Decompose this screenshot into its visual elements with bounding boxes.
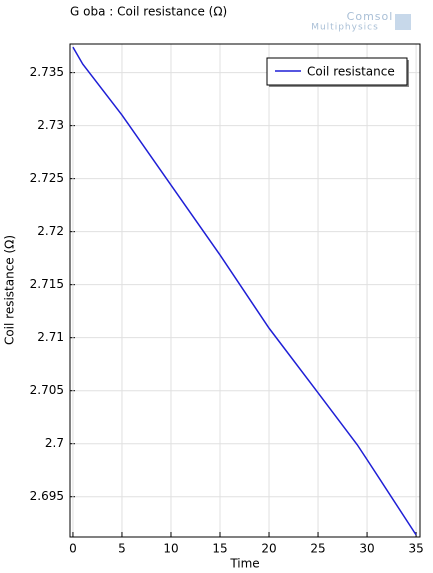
logo-line: Comsol [347,10,394,23]
y-tick-label: 2.71 [37,330,64,344]
legend-label: Coil resistance [307,65,395,79]
y-tick-label: 2.735 [30,65,64,79]
chart-title: G oba : Coil resistance (Ω) [70,5,227,19]
y-tick-label: 2.705 [30,383,64,397]
logo-line: Multiphysics [311,23,379,33]
x-tick-label: 25 [310,542,325,556]
x-tick-label: 10 [163,542,178,556]
x-tick-label: 5 [118,542,126,556]
x-tick-label: 0 [69,542,77,556]
y-tick-label: 2.7 [45,436,64,450]
plot-frame [69,43,421,538]
y-tick-label: 2.725 [30,171,64,185]
logo-icon [395,14,411,30]
x-tick-label: 35 [408,542,423,556]
y-tick-label: 2.715 [30,277,64,291]
x-tick-label: 15 [212,542,227,556]
y-tick-label: 2.73 [37,118,64,132]
y-tick-label: 2.695 [30,489,64,503]
series-line [72,46,417,536]
y-axis-label: Coil resistance (Ω) [3,235,17,345]
x-axis-label: Time [229,557,259,571]
x-tick-label: 20 [261,542,276,556]
y-tick-label: 2.72 [37,224,64,238]
x-tick-label: 30 [359,542,374,556]
